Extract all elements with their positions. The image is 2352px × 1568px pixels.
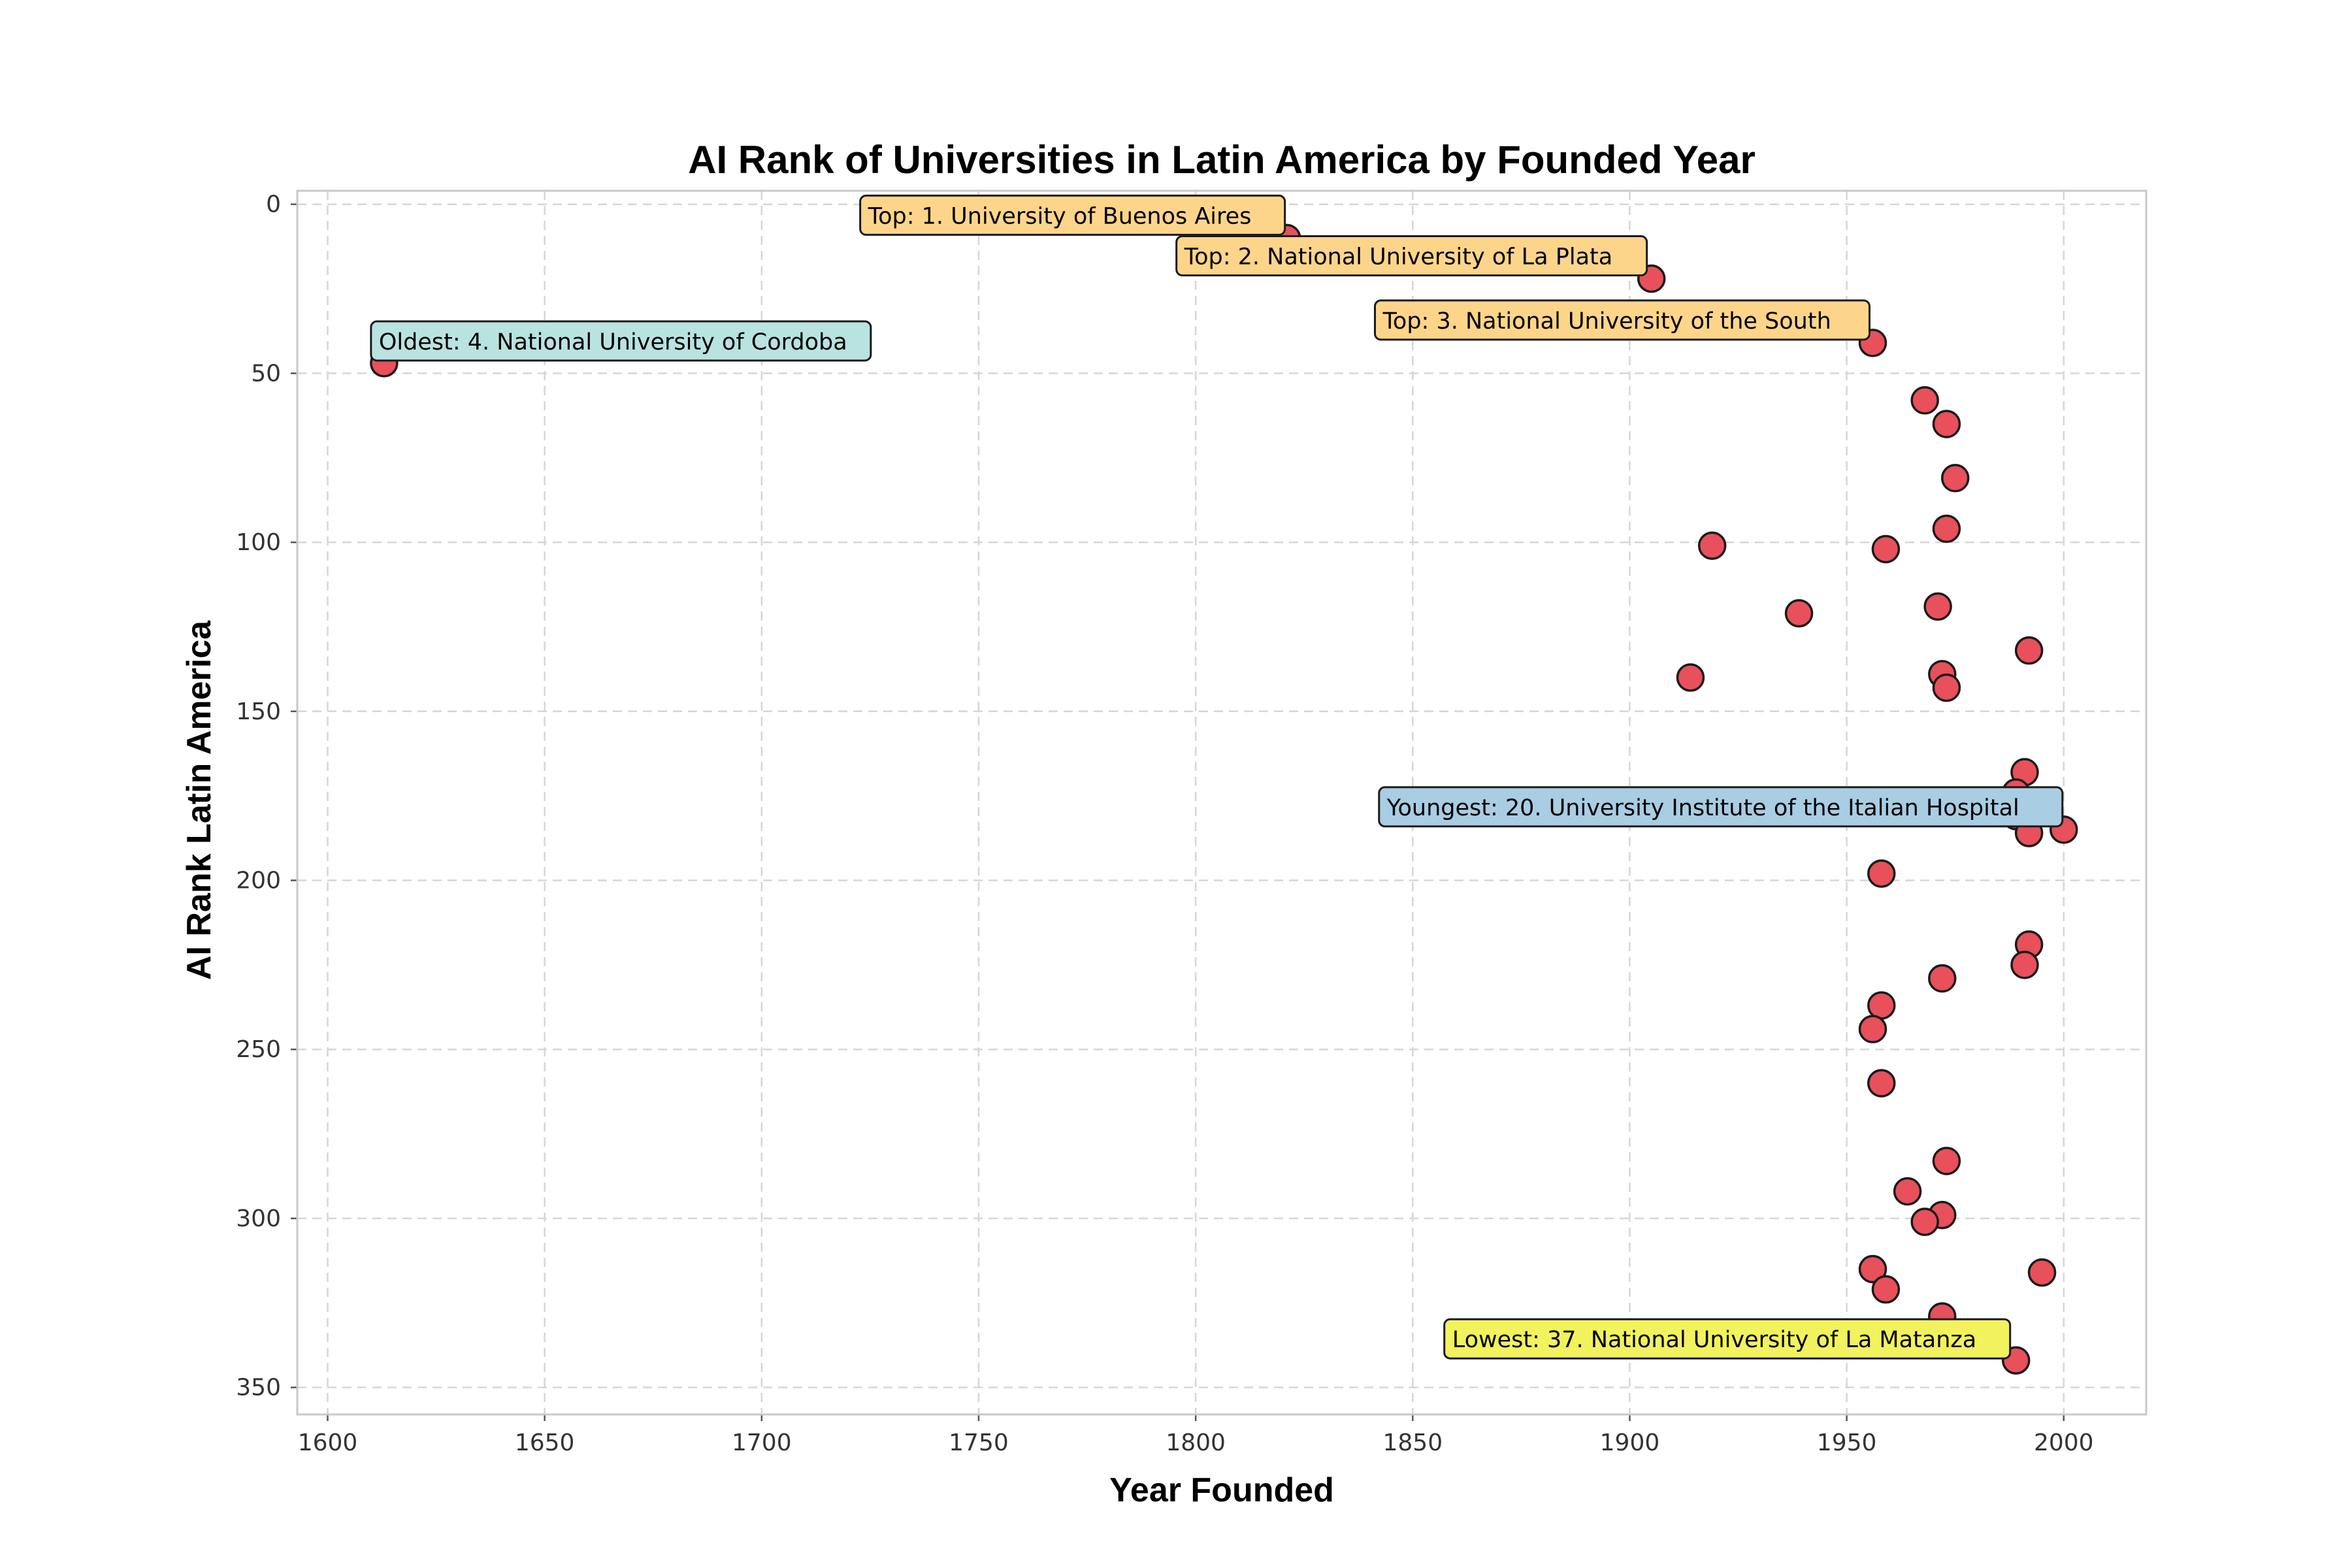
data-point (1910, 386, 1939, 415)
y-tick-label: 0 (266, 191, 281, 218)
data-point (1858, 1015, 1887, 1043)
plot-frame (296, 189, 2148, 1416)
x-tick-label: 1900 (1600, 1429, 1660, 1456)
annotation-box (859, 194, 1286, 236)
x-tick-label: 1600 (298, 1429, 358, 1456)
x-tick-label: 1850 (1382, 1429, 1443, 1456)
data-point (1697, 531, 1727, 561)
data-point (1940, 464, 1970, 493)
y-tick-label: 300 (236, 1205, 281, 1232)
data-point (1932, 410, 1961, 438)
data-point (2014, 636, 2044, 665)
annotation-label: Top: 1. University of Buenos Aires (859, 194, 1286, 236)
x-tick-label: 1650 (515, 1429, 575, 1456)
x-tick-label: 1700 (732, 1429, 792, 1456)
annotation-text: Top: 2. National University of La Plata (1184, 244, 1613, 270)
x-tick-label: 1800 (1166, 1429, 1226, 1456)
annotation-box (1443, 1318, 2012, 1360)
annotation-text: Top: 1. University of Buenos Aires (868, 203, 1252, 229)
data-point (1676, 663, 1705, 692)
y-tick-label: 350 (236, 1375, 281, 1401)
data-point (2027, 1258, 2057, 1287)
y-axis-label: AI Rank Latin America (180, 620, 218, 980)
data-point (1871, 1275, 1901, 1304)
x-tick-label: 1950 (1817, 1429, 1877, 1456)
data-point (1893, 1177, 1922, 1206)
data-point (1858, 1254, 1887, 1284)
annotation-text: Youngest: 20. University Institute of th… (1386, 795, 2019, 821)
data-point (1871, 534, 1901, 564)
data-point (1932, 1147, 1961, 1175)
data-points (370, 223, 2078, 1375)
y-tick-label: 100 (236, 529, 281, 556)
data-point (1928, 964, 1957, 993)
annotation-text: Top: 3. National University of the South (1382, 308, 1831, 335)
annotation-box (1373, 299, 1870, 341)
data-point (2010, 951, 2039, 979)
y-axis-ticks: 0 50 100 150 200 250 300 350 (236, 191, 297, 1401)
annotation-label: Top: 3. National University of the South (1373, 299, 1870, 341)
annotation-text: Oldest: 4. National University of Cordob… (379, 329, 847, 355)
data-point (1923, 592, 1952, 621)
chart-title: AI Rank of Universities in Latin America… (688, 138, 1756, 182)
y-tick-label: 150 (236, 698, 281, 725)
y-tick-label: 250 (236, 1036, 281, 1063)
y-tick-label: 50 (251, 360, 281, 387)
annotation-label: Oldest: 4. National University of Cordob… (370, 320, 872, 362)
annotation-text: Lowest: 37. National University of La Ma… (1452, 1327, 1977, 1353)
data-point (1932, 673, 1961, 702)
annotation-box (1175, 235, 1648, 277)
x-axis-ticks: 1600 1650 1700 1750 1800 1850 1900 1950 2000 (298, 1414, 2094, 1456)
data-point (1784, 599, 1814, 628)
data-point (1932, 514, 1961, 544)
x-axis-label: Year Founded (1109, 1471, 1334, 1509)
annotation-label: Lowest: 37. National University of La Ma… (1443, 1318, 2012, 1360)
annotation-label: Youngest: 20. University Institute of th… (1378, 786, 2064, 828)
data-point (1867, 859, 1896, 888)
annotation-box (370, 320, 872, 362)
x-tick-label: 1750 (949, 1429, 1009, 1456)
grid-lines (297, 191, 2146, 1414)
annotation-label: Top: 2. National University of La Plata (1175, 235, 1648, 277)
x-tick-label: 2000 (2034, 1429, 2094, 1456)
data-point (1867, 991, 1896, 1020)
annotation-box (1378, 786, 2064, 828)
data-point (1867, 1069, 1896, 1098)
annotations: Top: 1. University of Buenos Aires Top: 2… (370, 194, 2064, 1360)
data-point (1910, 1207, 1939, 1236)
y-tick-label: 200 (236, 868, 281, 894)
